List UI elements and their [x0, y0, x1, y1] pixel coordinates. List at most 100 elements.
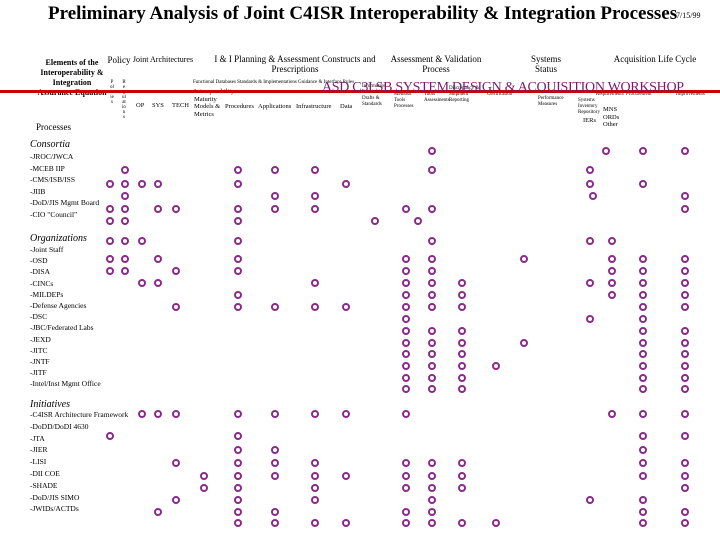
matrix-dot: [402, 350, 410, 358]
matrix-dot: [402, 484, 410, 492]
matrix-dot: [138, 237, 146, 245]
row-consortia-4: -DoD/JIS Mgmt Board: [30, 198, 100, 207]
planning-apps: Applications: [258, 103, 292, 110]
matrix-dot: [371, 217, 379, 225]
planning-top-line: Functional Databases Standards & Impleme…: [193, 80, 355, 85]
matrix-dot: [402, 519, 410, 527]
matrix-dot: [154, 508, 162, 516]
matrix-dot: [402, 385, 410, 393]
matrix-dot: [639, 508, 647, 516]
processes-label: Processes: [36, 122, 71, 132]
matrix-dot: [639, 374, 647, 382]
matrix-dot: [342, 303, 350, 311]
matrix-dot: [428, 267, 436, 275]
matrix-dot: [342, 410, 350, 418]
matrix-dot: [234, 484, 242, 492]
matrix-dot: [311, 279, 319, 287]
row-organizations-7: -JBC/Federated Labs: [30, 323, 94, 333]
matrix-dot: [121, 255, 129, 263]
row-initiatives-7: -DoD/JIS SIMO: [30, 492, 80, 502]
matrix-dot: [402, 508, 410, 516]
matrix-dot: [520, 255, 528, 263]
matrix-dot: [589, 192, 597, 200]
matrix-dot: [639, 315, 647, 323]
assess-methods: Methods Tools Processes: [394, 92, 414, 109]
matrix-dot: [681, 192, 689, 200]
matrix-dot: [586, 496, 594, 504]
matrix-dot: [681, 279, 689, 287]
matrix-dot: [639, 385, 647, 393]
matrix-dot: [639, 339, 647, 347]
matrix-dot: [681, 459, 689, 467]
row-organizations-8: -JEXD: [30, 334, 51, 344]
matrix-dot: [311, 472, 319, 480]
matrix-dot: [106, 205, 114, 213]
matrix-dot: [681, 267, 689, 275]
matrix-dot: [154, 255, 162, 263]
systems-iers: IERs: [583, 117, 596, 124]
matrix-dot: [428, 508, 436, 516]
col-joint-arch: Joint Architectures: [132, 55, 194, 64]
matrix-dot: [608, 279, 616, 287]
matrix-dot: [681, 385, 689, 393]
matrix-dot: [106, 432, 114, 440]
row-organizations-2: -DISA: [30, 267, 50, 277]
matrix-dot: [428, 472, 436, 480]
matrix-dot: [586, 180, 594, 188]
matrix-dot: [681, 519, 689, 527]
matrix-dot: [639, 147, 647, 155]
col-planning: I & I Planning & Assessment Constructs a…: [214, 54, 376, 74]
matrix-dot: [172, 496, 180, 504]
matrix-dot: [639, 267, 647, 275]
matrix-dot: [271, 410, 279, 418]
assess-certification: Certification: [487, 92, 513, 97]
systems-repository: Systems Inventory Repository: [578, 98, 600, 115]
matrix-dot: [428, 327, 436, 335]
matrix-dot: [608, 291, 616, 299]
matrix-dot: [311, 205, 319, 213]
matrix-dot: [234, 459, 242, 467]
matrix-dot: [271, 519, 279, 527]
matrix-dot: [234, 496, 242, 504]
matrix-dot: [311, 410, 319, 418]
matrix-dot: [342, 180, 350, 188]
planning-infra: Infrastructure: [296, 103, 332, 110]
matrix-dot: [234, 267, 242, 275]
row-initiatives-1: -DoDD/DoDI 4630: [30, 421, 89, 431]
row-consortia-1: -MCEB IIP: [30, 163, 65, 173]
matrix-dot: [271, 459, 279, 467]
matrix-dot: [428, 237, 436, 245]
matrix-dot: [234, 205, 242, 213]
row-organizations-10: -JNTF: [30, 357, 50, 366]
matrix-dot: [172, 410, 180, 418]
matrix-dot: [342, 472, 350, 480]
matrix-dot: [154, 279, 162, 287]
matrix-dot: [271, 303, 279, 311]
matrix-dot: [402, 315, 410, 323]
row-consortia-0: -JROC/JWCA: [30, 152, 74, 161]
matrix-dot: [106, 267, 114, 275]
matrix-dot: [402, 374, 410, 382]
matrix-dot: [234, 410, 242, 418]
matrix-dot: [121, 180, 129, 188]
matrix-dot: [402, 279, 410, 287]
matrix-dot: [154, 205, 162, 213]
policy-sub-regulations: Regulations: [122, 80, 126, 120]
matrix-dot: [234, 217, 242, 225]
row-organizations-12: -Intel/Inst Mgmt Office: [30, 379, 101, 389]
matrix-dot: [342, 519, 350, 527]
matrix-dot: [639, 279, 647, 287]
matrix-dot: [311, 459, 319, 467]
matrix-dot: [428, 519, 436, 527]
matrix-dot: [608, 267, 616, 275]
matrix-dot: [492, 362, 500, 370]
matrix-dot: [458, 291, 466, 299]
matrix-dot: [121, 237, 129, 245]
matrix-dot: [234, 519, 242, 527]
matrix-dot: [172, 459, 180, 467]
workshop-banner: ASD C3I SB SYSTEM DESIGN & ACQUISITION W…: [322, 80, 684, 95]
planning-data: Data: [340, 103, 353, 110]
matrix-dot: [428, 205, 436, 213]
row-consortia-3: -JIIB: [30, 186, 46, 196]
matrix-dot: [681, 362, 689, 370]
